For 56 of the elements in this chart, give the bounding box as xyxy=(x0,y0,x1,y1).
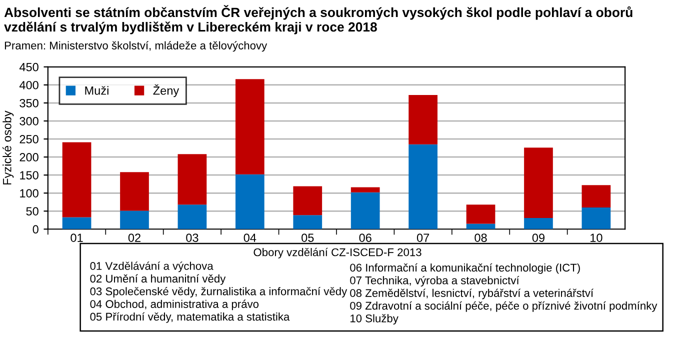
x-tick-label: 04 xyxy=(244,234,256,242)
y-tick-label: 100 xyxy=(20,189,38,198)
bar xyxy=(524,148,553,218)
y-tick-label: 400 xyxy=(19,80,38,90)
text: 10 Služby xyxy=(350,314,398,325)
x-tick-label: 03 xyxy=(186,234,198,242)
x-tick-label: 10 xyxy=(590,234,602,242)
text: 03 Společenské vědy, žurnalistika a informační vědy xyxy=(90,286,348,298)
x-axis-title: Obory vzdělání CZ-ISCED-F 2013 xyxy=(254,248,422,258)
bar xyxy=(120,172,149,211)
text: 01 Vzdělávání a výchova xyxy=(90,262,214,272)
text: 09 Zdravotní a sociální péče, péče o příznivé životní podmínky xyxy=(350,301,658,312)
y-tick-label: 50 xyxy=(26,207,38,216)
bar xyxy=(350,187,380,192)
y-tick-label: 0 xyxy=(32,225,38,234)
text: 02 Umění a humanitní vědy xyxy=(90,274,226,285)
bar xyxy=(62,142,92,218)
chart-subtitle: Pramen: Ministerstvo školství, mládeže a tělovýchovy xyxy=(4,41,268,52)
x-tick-label: 01 xyxy=(70,234,83,242)
x-tick-label: 06 xyxy=(359,234,372,242)
x-tick-label: 07 xyxy=(416,234,430,242)
legend-label: Ženy xyxy=(153,84,180,98)
y-tick-label: 150 xyxy=(20,171,38,180)
legend-label: Muži xyxy=(85,86,108,95)
chart-title: Absolventi se státním občanstvím ČR veřejných a soukromých vysokých škol podle pohlaví a oborů vzdělání s trvalým bydlištěm v Libereckém kraji v roce 2018 xyxy=(4,5,632,34)
bar xyxy=(62,217,92,230)
bar xyxy=(408,144,438,230)
bar xyxy=(293,186,322,216)
bar xyxy=(235,79,264,174)
bar xyxy=(524,218,553,230)
bar xyxy=(235,174,264,230)
y-tick-label: 450 xyxy=(19,62,38,72)
x-tick-label: 02 xyxy=(128,234,140,242)
y-axis-title: Fyzické osoby xyxy=(2,110,14,184)
bar xyxy=(582,185,611,208)
bar xyxy=(466,224,496,230)
y-tick-label: 250 xyxy=(20,135,38,144)
y-tick-label: 300 xyxy=(20,117,38,126)
bar xyxy=(178,154,207,205)
bar xyxy=(178,204,207,230)
bar xyxy=(350,192,380,230)
bar xyxy=(466,204,496,224)
text: 08 Zemědělství, lesnictví, rybářství a veterinářství xyxy=(350,288,594,300)
x-tick-label: 09 xyxy=(532,234,544,242)
x-tick-label: 08 xyxy=(474,234,487,242)
y-tick-label: 350 xyxy=(20,98,38,108)
text: 04 Obchod, administrativa a právo xyxy=(90,300,259,310)
bar xyxy=(120,210,149,230)
y-tick-label: 200 xyxy=(20,153,38,162)
x-tick-label: 05 xyxy=(302,234,314,242)
bar xyxy=(293,215,322,230)
text: 05 Přírodní vědy, matematika a statistika xyxy=(90,312,290,323)
text: 07 Technika, výroba a stavebnictví xyxy=(350,276,520,287)
bar xyxy=(408,95,438,144)
text: 06 Informační a komunikační technologie (ICT) xyxy=(350,263,580,274)
bar xyxy=(582,207,611,230)
